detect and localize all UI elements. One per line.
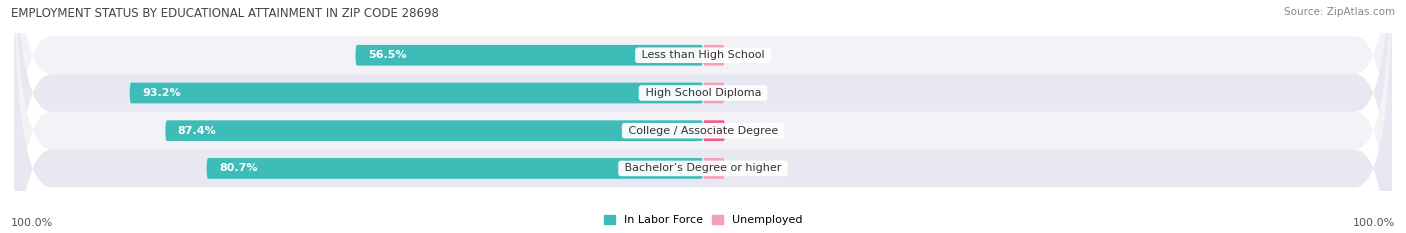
Text: 0.0%: 0.0% bbox=[734, 88, 762, 98]
FancyBboxPatch shape bbox=[129, 83, 703, 103]
Text: 93.2%: 93.2% bbox=[142, 88, 180, 98]
FancyBboxPatch shape bbox=[14, 0, 1392, 233]
FancyBboxPatch shape bbox=[207, 158, 703, 179]
FancyBboxPatch shape bbox=[703, 120, 725, 141]
FancyBboxPatch shape bbox=[14, 0, 1392, 233]
FancyBboxPatch shape bbox=[14, 0, 1392, 233]
Text: 3.6%: 3.6% bbox=[734, 126, 762, 136]
FancyBboxPatch shape bbox=[166, 120, 703, 141]
Text: 56.5%: 56.5% bbox=[368, 50, 406, 60]
FancyBboxPatch shape bbox=[703, 45, 724, 66]
Text: 0.0%: 0.0% bbox=[734, 50, 762, 60]
Text: 100.0%: 100.0% bbox=[1353, 218, 1395, 228]
FancyBboxPatch shape bbox=[356, 45, 703, 66]
Text: College / Associate Degree: College / Associate Degree bbox=[624, 126, 782, 136]
Text: High School Diploma: High School Diploma bbox=[641, 88, 765, 98]
Text: EMPLOYMENT STATUS BY EDUCATIONAL ATTAINMENT IN ZIP CODE 28698: EMPLOYMENT STATUS BY EDUCATIONAL ATTAINM… bbox=[11, 7, 439, 20]
FancyBboxPatch shape bbox=[14, 0, 1392, 233]
Legend: In Labor Force, Unemployed: In Labor Force, Unemployed bbox=[603, 215, 803, 225]
FancyBboxPatch shape bbox=[703, 158, 724, 179]
Text: 100.0%: 100.0% bbox=[11, 218, 53, 228]
Text: 80.7%: 80.7% bbox=[219, 163, 257, 173]
Text: Source: ZipAtlas.com: Source: ZipAtlas.com bbox=[1284, 7, 1395, 17]
Text: Bachelor’s Degree or higher: Bachelor’s Degree or higher bbox=[621, 163, 785, 173]
Text: Less than High School: Less than High School bbox=[638, 50, 768, 60]
FancyBboxPatch shape bbox=[703, 83, 724, 103]
Text: 0.0%: 0.0% bbox=[734, 163, 762, 173]
Text: 87.4%: 87.4% bbox=[177, 126, 217, 136]
